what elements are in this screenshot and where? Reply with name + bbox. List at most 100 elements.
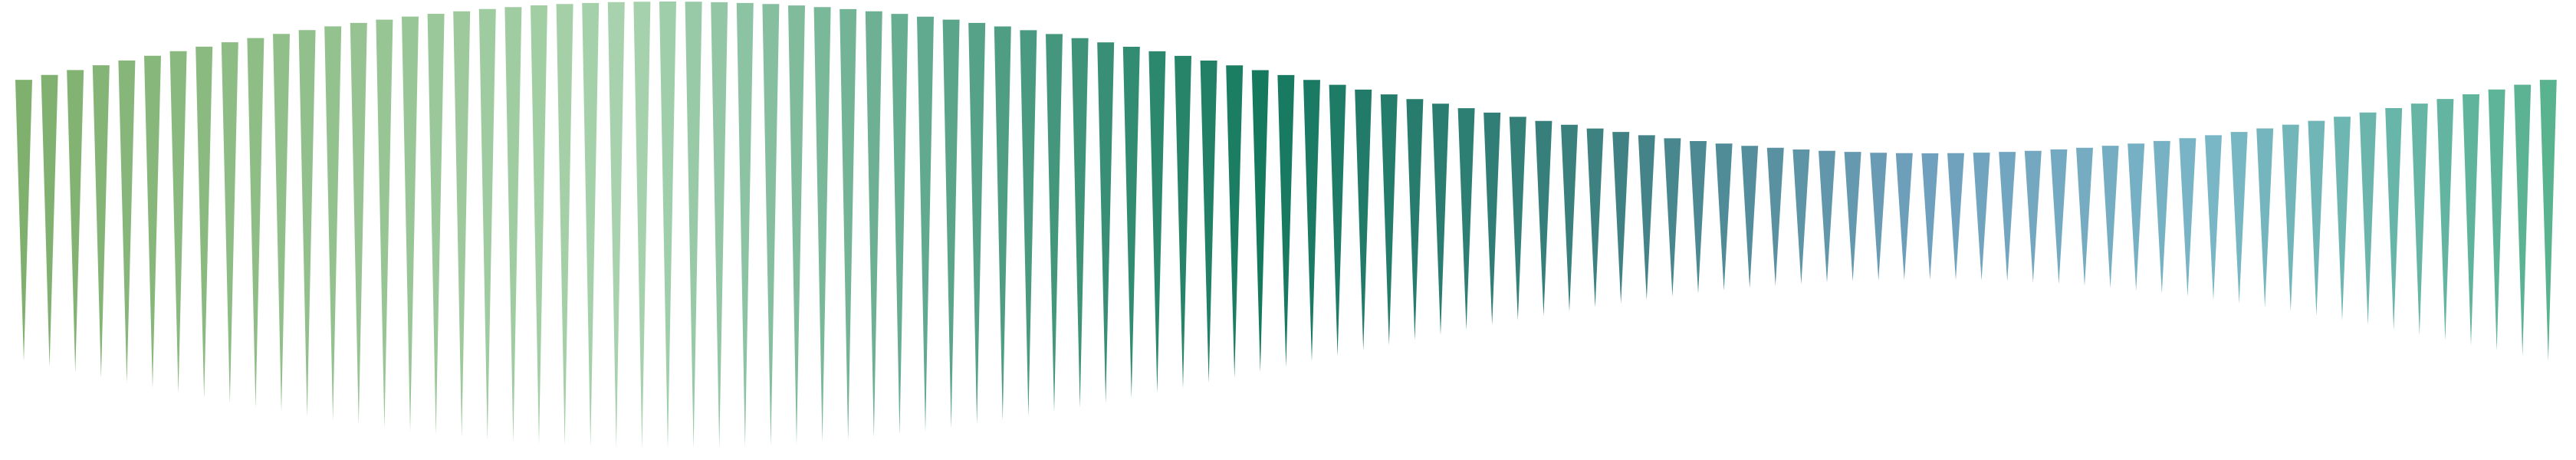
spike: [2488, 89, 2505, 351]
spike: [2410, 104, 2428, 336]
spike: [1535, 120, 1552, 317]
spike: [891, 14, 909, 435]
spike: [1690, 141, 1707, 294]
spike: [350, 22, 367, 426]
spike: [968, 22, 986, 425]
spike: [1999, 152, 2016, 282]
spike: [118, 60, 136, 383]
spike: [840, 8, 857, 441]
spike: [942, 19, 960, 429]
spike: [2359, 112, 2377, 326]
spike: [1175, 55, 1191, 389]
spike: [1020, 30, 1037, 417]
spike: [2128, 143, 2145, 291]
spike: [711, 2, 728, 449]
spike: [2024, 150, 2042, 283]
spike: [2385, 108, 2403, 330]
spike: [813, 7, 831, 442]
spike: [2230, 132, 2248, 304]
spike: [2514, 84, 2532, 356]
spike: [1406, 99, 1424, 340]
spike: [2050, 149, 2068, 284]
spike: [2334, 117, 2351, 321]
spike: [659, 2, 676, 449]
spike: [92, 65, 110, 378]
spike: [685, 2, 702, 449]
spike: [531, 5, 547, 445]
spike: [15, 80, 32, 362]
spike: [2153, 140, 2170, 294]
spike: [1484, 112, 1501, 326]
spike: [2436, 99, 2454, 340]
spike: [1638, 135, 1655, 301]
spike: [1947, 153, 1964, 281]
spike: [144, 55, 161, 389]
spike: [1457, 108, 1475, 330]
spike: [2539, 80, 2557, 362]
spike: [2179, 138, 2196, 297]
spike: [1895, 153, 1913, 281]
spike: [633, 2, 651, 449]
spike: [1122, 46, 1140, 399]
spike: [247, 38, 264, 409]
spike: [1792, 149, 1810, 284]
spike: [504, 7, 522, 442]
spike: [1432, 104, 1449, 335]
spike: [2463, 94, 2479, 346]
spike: [582, 2, 600, 447]
spike: [1844, 152, 1861, 282]
spike: [994, 26, 1011, 421]
spike: [2076, 147, 2093, 287]
spike: [1973, 153, 1990, 281]
spike: [273, 34, 290, 412]
spike: [736, 2, 754, 447]
spike: [2205, 135, 2222, 301]
spike: [1046, 34, 1063, 412]
spike: [2282, 124, 2299, 312]
spike: [607, 2, 625, 449]
spike: [1277, 74, 1295, 367]
spike: [1148, 51, 1166, 393]
spike: [1741, 146, 1759, 288]
spike: [67, 70, 84, 373]
spike: [169, 51, 187, 394]
spike: [1071, 38, 1089, 408]
spike: [196, 46, 213, 399]
spike: [1226, 65, 1244, 378]
spikes-group: [15, 2, 2557, 449]
spike: [427, 13, 445, 435]
spike: [1664, 138, 1681, 297]
spike: [1921, 153, 1939, 281]
spike: [221, 42, 238, 403]
spike: [788, 5, 805, 445]
spike: [1509, 117, 1526, 320]
spike: [453, 11, 471, 438]
spike: [324, 26, 342, 422]
spike: [478, 8, 496, 441]
spike: [1380, 94, 1398, 346]
spike: [917, 16, 934, 432]
spike: [298, 30, 316, 417]
spike: [2308, 120, 2325, 317]
spike: [41, 74, 58, 367]
spike: [865, 11, 882, 438]
spike: [1612, 132, 1630, 304]
spike: [1329, 84, 1346, 356]
spike: [1561, 124, 1578, 312]
spike: [1715, 143, 1733, 291]
spike: [1766, 147, 1784, 287]
spike: [1870, 153, 1888, 281]
spike: [1586, 128, 1604, 307]
spike: [2256, 128, 2274, 308]
spike: [556, 4, 573, 446]
spike: [2101, 146, 2119, 288]
spike: [1097, 42, 1115, 403]
spike: [1355, 89, 1372, 351]
spike: [1251, 70, 1269, 373]
spike: [402, 16, 419, 432]
spike: [1200, 61, 1217, 383]
spike: [1303, 80, 1320, 362]
spike: [1819, 150, 1835, 283]
spike: [376, 19, 393, 429]
